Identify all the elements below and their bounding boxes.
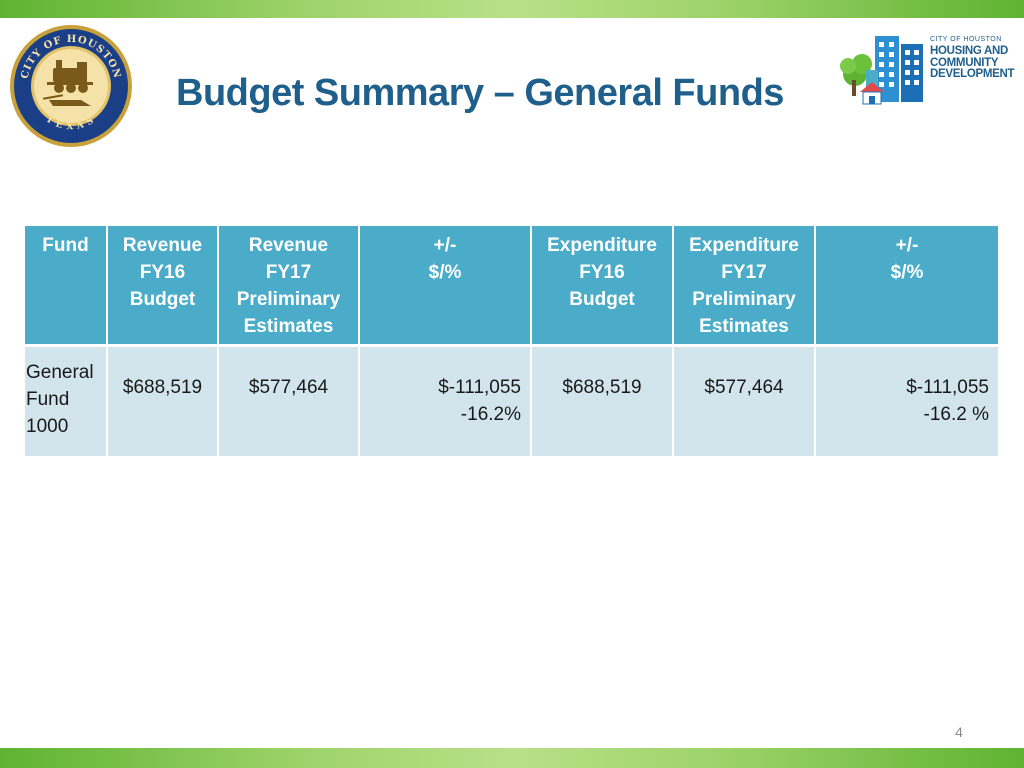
header-expenditure-change: +/- $/% [814,226,998,347]
header-line: +/- [433,235,457,256]
header-line: Revenue [248,235,329,256]
header-line: Estimates [243,316,334,337]
cell-value: $688,519 [562,377,642,398]
cell-value: $577,464 [248,377,329,398]
bottom-accent-bar [0,748,1024,768]
top-accent-bar [0,0,1024,18]
header-line: Preliminary [236,289,341,310]
header-line: Revenue [122,235,203,256]
header-line: Estimates [699,316,789,337]
page-number: 4 [955,724,963,740]
header-revenue-change: +/- $/% [358,226,531,347]
hcd-logo-line2: HOUSING AND [930,45,1009,57]
header-revenue-fy16: Revenue FY16 Budget [106,226,218,347]
slide-title: Budget Summary – General Funds [176,72,784,114]
fund-name-line: 1000 [26,416,69,437]
header-line: Budget [129,289,196,310]
header-line: $/% [428,262,462,283]
header-expenditure-fy16: Expenditure FY16 Budget [530,226,673,347]
cell-fund: General Fund 1000 [25,344,107,456]
city-seal-logo: CITY OF HOUSTON TEXAS [10,25,132,147]
cell-value-amount: $-111,055 [438,377,521,398]
header-line: Budget [569,289,635,310]
header-line: +/- [895,235,919,256]
header-line: $/% [890,262,924,283]
fund-name-line: General [26,362,94,383]
header-line: FY16 [579,262,625,283]
house-icon [860,82,884,105]
hcd-logo-line1: CITY OF HOUSTON [930,36,1002,43]
header-line: Preliminary [692,289,796,310]
header-revenue-fy17: Revenue FY17 Preliminary Estimates [217,226,359,347]
hcd-logo [840,36,923,105]
cell-revenue-change: $-111,055 -16.2% [358,344,531,456]
fund-name-line: Fund [26,389,70,410]
cell-value: $688,519 [122,377,203,398]
table-row: General Fund 1000 $688,519 $577,464 $-11… [25,344,998,456]
hcd-logo-line4: DEVELOPMENT [930,68,1015,80]
header-line: FY17 [721,262,767,283]
cell-value-percent: -16.2% [460,404,521,425]
table-header-row: Fund Revenue FY16 Budget Revenue FY17 Pr… [25,226,998,347]
cell-expenditure-change: $-111,055 -16.2 % [814,344,998,456]
cell-revenue-fy17: $577,464 [217,344,359,456]
hcd-logo-text: CITY OF HOUSTON HOUSING AND COMMUNITY DE… [930,36,1022,81]
cell-value: $577,464 [704,377,784,398]
header-line: Fund [42,235,89,256]
cell-expenditure-fy16: $688,519 [530,344,673,456]
header-line: FY17 [265,262,312,283]
header-expenditure-fy17: Expenditure FY17 Preliminary Estimates [672,226,815,347]
budget-summary-table: Fund Revenue FY16 Budget Revenue FY17 Pr… [25,226,998,456]
header-line: Expenditure [547,235,657,256]
hcd-logo-line3: COMMUNITY [930,56,999,69]
cell-value-percent: -16.2 % [923,404,989,425]
header-line: Expenditure [689,235,799,256]
cell-revenue-fy16: $688,519 [106,344,218,456]
cell-value-amount: $-111,055 [906,377,989,398]
tree-icon [840,54,872,96]
cell-expenditure-fy17: $577,464 [672,344,815,456]
header-line: FY16 [139,262,186,283]
header-fund: Fund [25,226,107,347]
